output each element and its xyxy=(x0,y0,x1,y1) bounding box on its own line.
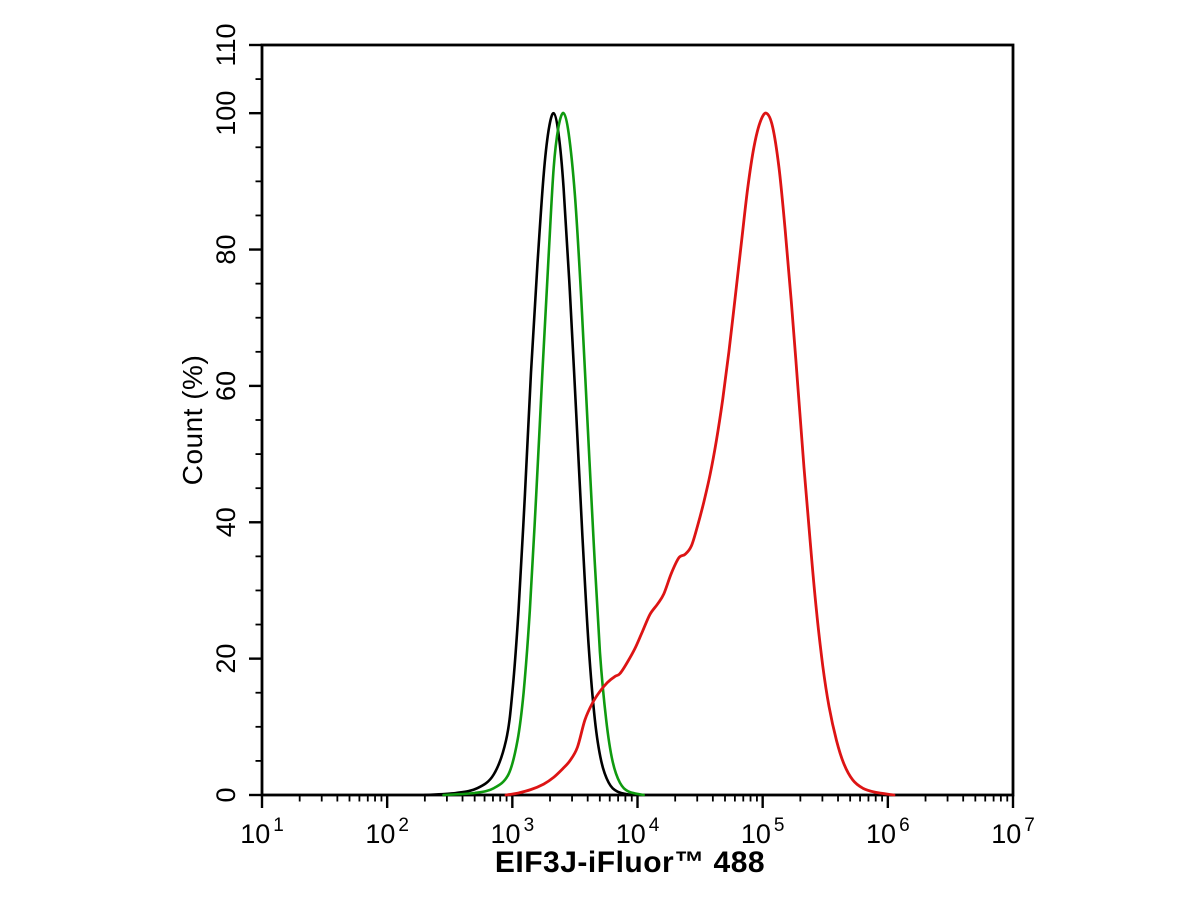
series-red-curve xyxy=(504,111,896,797)
y-tick-label: 110 xyxy=(211,23,241,66)
x-tick-label: 10 2 xyxy=(365,815,409,849)
x-tick-label: 10 7 xyxy=(991,815,1035,849)
plot-frame xyxy=(260,43,1015,797)
x-tick-label: 10 6 xyxy=(866,815,910,849)
y-tick-label: 40 xyxy=(211,507,241,537)
x-tick-label: 10 3 xyxy=(491,815,535,849)
y-tick-label: 60 xyxy=(211,371,241,401)
x-tick-label: 10 4 xyxy=(616,815,660,849)
x-tick-label: 10 5 xyxy=(741,815,785,849)
y-tick-label: 20 xyxy=(211,644,241,674)
series-curves xyxy=(423,111,896,797)
x-axis-title: EIF3J-iFluor™ 488 xyxy=(494,846,766,879)
x-tick-label: 10 1 xyxy=(240,815,284,849)
y-axis-title: Count (%) xyxy=(177,354,208,486)
series-green-curve xyxy=(442,111,645,797)
series-black-curve xyxy=(423,111,633,797)
y-tick-label: 0 xyxy=(211,787,241,802)
x-axis: 10 1 10 2 10 3 10 4 10 5 10 6 10 7 xyxy=(240,795,1035,849)
y-axis: 0 20 40 60 80 100 110 xyxy=(211,23,262,803)
y-tick-label: 80 xyxy=(211,235,241,265)
y-tick-label: 100 xyxy=(211,91,241,136)
